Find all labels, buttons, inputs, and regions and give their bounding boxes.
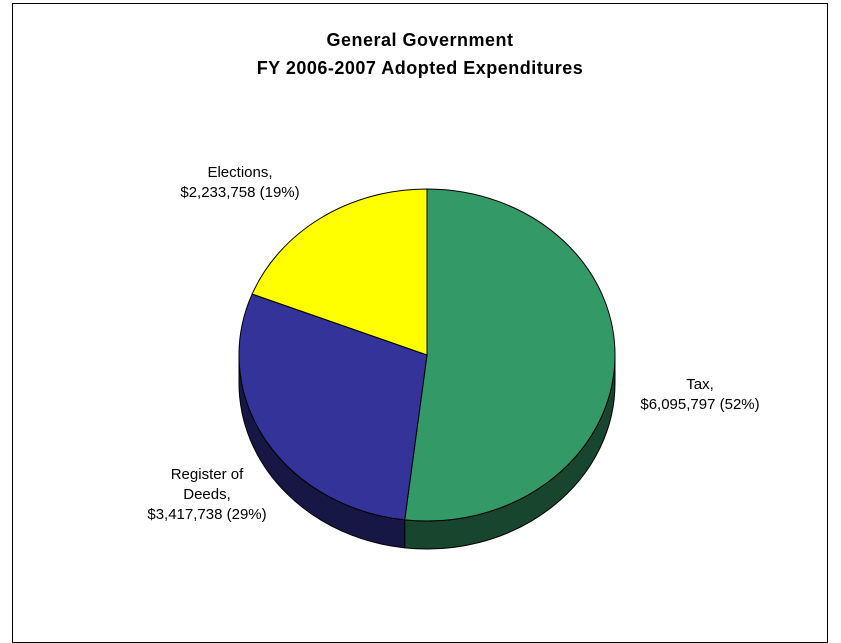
label-elections-line-1: Elections, <box>207 164 273 181</box>
pie-slice-register-of-deeds <box>238 293 428 521</box>
pie-slice-tax <box>404 188 616 522</box>
label-elections-line-2: $2,233,758 (19%) <box>180 184 300 201</box>
pie-chart <box>238 188 616 550</box>
chart-title-line-2: FY 2006-2007 Adopted Expenditures <box>256 58 584 78</box>
label-register-line-1: Register of <box>170 466 244 483</box>
label-register-line-2: Deeds, <box>183 486 231 503</box>
label-tax-line-1: Tax, <box>686 376 714 393</box>
label-tax: Tax, $6,095,797 (52%) <box>620 375 780 415</box>
label-register-line-3: $3,417,738 (29%) <box>147 506 267 523</box>
pie-slice-elections <box>251 188 428 356</box>
label-register-of-deeds: Register of Deeds, $3,417,738 (29%) <box>122 465 292 525</box>
label-elections: Elections, $2,233,758 (19%) <box>160 163 320 203</box>
label-tax-line-2: $6,095,797 (52%) <box>640 396 760 413</box>
chart-title-line-1: General Government <box>326 30 514 50</box>
